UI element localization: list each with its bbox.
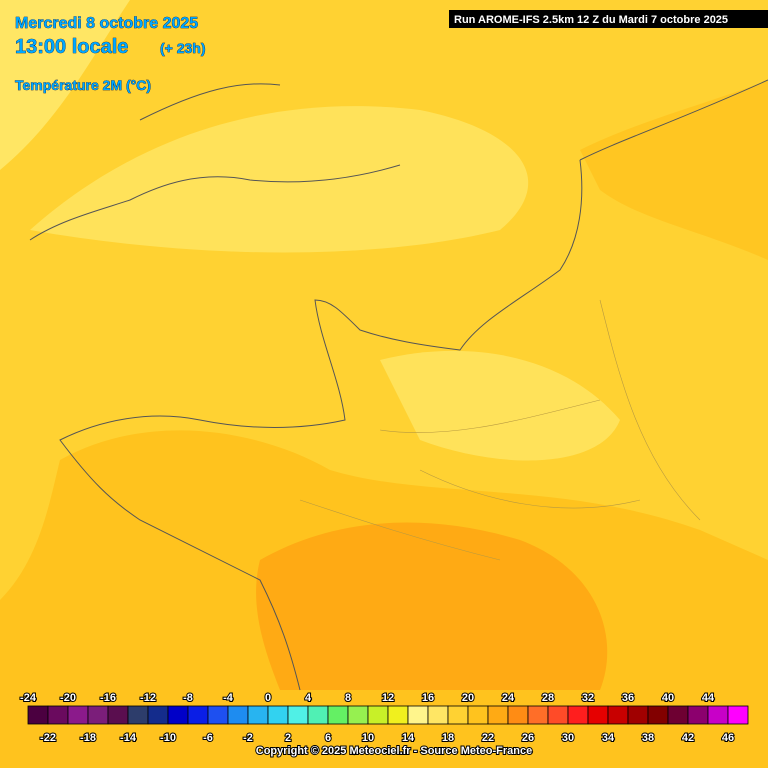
scale-label: 14 xyxy=(402,732,415,744)
scale-swatch xyxy=(227,705,249,725)
scale-label: 8 xyxy=(345,692,351,704)
scale-swatch xyxy=(127,705,149,725)
scale-label: 22 xyxy=(482,732,494,744)
scale-swatch xyxy=(107,705,129,725)
scale-label: 40 xyxy=(662,692,674,704)
scale-label: 42 xyxy=(682,732,694,744)
scale-label: -8 xyxy=(183,692,193,704)
scale-swatch xyxy=(387,705,409,725)
field-light xyxy=(30,106,529,253)
scale-label: 44 xyxy=(702,692,715,704)
scale-label: 28 xyxy=(542,692,554,704)
scale-swatch xyxy=(687,705,709,725)
scale-label: 32 xyxy=(582,692,594,704)
scale-swatch xyxy=(247,705,269,725)
scale-label: -20 xyxy=(60,692,76,704)
scale-swatch xyxy=(367,705,389,725)
forecast-date: Mercredi 8 octobre 2025 xyxy=(15,15,198,32)
scale-swatch xyxy=(707,705,729,725)
scale-label: 34 xyxy=(602,732,615,744)
scale-label: 16 xyxy=(422,692,434,704)
scale-label: -22 xyxy=(40,732,56,744)
scale-swatch xyxy=(287,705,309,725)
scale-swatch xyxy=(407,705,429,725)
field-light xyxy=(380,350,620,461)
scale-swatch xyxy=(727,705,749,725)
scale-label: 26 xyxy=(522,732,534,744)
forecast-lead: (+ 23h) xyxy=(160,40,206,56)
scale-swatch xyxy=(487,705,509,725)
scale-label: 12 xyxy=(382,692,394,704)
scale-label: -16 xyxy=(100,692,116,704)
scale-swatch xyxy=(207,705,229,725)
variable-name: Température 2M (°C) xyxy=(15,77,151,93)
scale-label: -4 xyxy=(223,692,234,704)
coastline xyxy=(59,79,768,691)
scale-swatch xyxy=(667,705,689,725)
scale-label: -18 xyxy=(80,732,96,744)
scale-label: 36 xyxy=(622,692,634,704)
scale-label: 24 xyxy=(502,692,515,704)
run-banner xyxy=(449,10,768,28)
scale-swatch xyxy=(147,705,169,725)
scale-label: 38 xyxy=(642,732,654,744)
scale-swatch xyxy=(47,705,69,725)
scale-label: 20 xyxy=(462,692,474,704)
scale-label: 10 xyxy=(362,732,374,744)
scale-swatch xyxy=(547,705,569,725)
scale-swatch xyxy=(267,705,289,725)
scale-swatch xyxy=(467,705,489,725)
forecast-time: 13:00 locale xyxy=(15,36,128,58)
coastline xyxy=(29,83,401,241)
scale-label: 30 xyxy=(562,732,574,744)
scale-label: 2 xyxy=(285,732,291,744)
scale-swatch xyxy=(187,705,209,725)
scale-swatch xyxy=(607,705,629,725)
field-hot xyxy=(256,522,608,690)
scale-swatch xyxy=(87,705,109,725)
scale-swatch xyxy=(587,705,609,725)
scale-swatch xyxy=(67,705,89,725)
scale-label: -2 xyxy=(243,732,253,744)
admin-border xyxy=(299,299,701,561)
scale-label: -10 xyxy=(160,732,176,744)
scale-swatch xyxy=(307,705,329,725)
scale-label: -14 xyxy=(120,732,137,744)
copyright: Copyright © 2025 Meteociel.fr - Source M… xyxy=(256,745,532,757)
scale-swatch xyxy=(347,705,369,725)
scale-label: 4 xyxy=(305,692,312,704)
scale-label: 18 xyxy=(442,732,454,744)
scale-swatch xyxy=(327,705,349,725)
scale-label: 46 xyxy=(722,732,734,744)
scale-swatch xyxy=(447,705,469,725)
scale-label: -24 xyxy=(20,692,37,704)
scale-swatch xyxy=(627,705,649,725)
scale-swatch xyxy=(647,705,669,725)
scale-swatch xyxy=(427,705,449,725)
scale-swatch xyxy=(507,705,529,725)
scale-swatch xyxy=(567,705,589,725)
scale-swatch xyxy=(27,705,49,725)
scale-label: -12 xyxy=(140,692,156,704)
scale-label: 0 xyxy=(265,692,271,704)
scale-swatch xyxy=(527,705,549,725)
scale-swatch xyxy=(167,705,189,725)
run-info: Run AROME-IFS 2.5km 12 Z du Mardi 7 octo… xyxy=(454,14,728,26)
field-light xyxy=(0,0,130,170)
scale-label: 6 xyxy=(325,732,331,744)
color-scale: -24-22-20-18-16-14-12-10-8-6-4-202468101… xyxy=(19,691,749,745)
field-warm xyxy=(580,80,768,260)
scale-label: -6 xyxy=(203,732,213,744)
